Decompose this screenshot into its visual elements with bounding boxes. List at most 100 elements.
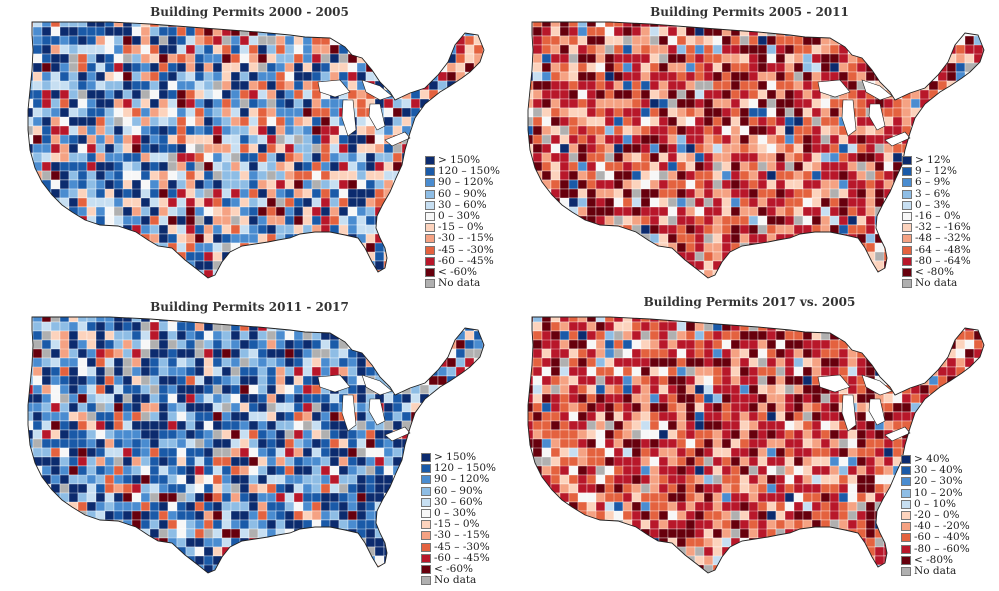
county-cell	[721, 242, 732, 253]
county-cell	[275, 339, 286, 350]
county-cell	[275, 447, 286, 458]
county-cell	[703, 429, 714, 440]
county-cell	[185, 429, 196, 440]
county-cell	[95, 107, 106, 118]
county-cell	[667, 80, 678, 91]
county-cell	[838, 456, 849, 467]
county-cell	[275, 465, 286, 476]
county-cell	[275, 53, 286, 64]
county-cell	[793, 411, 804, 422]
county-cell	[338, 492, 349, 503]
county-cell	[122, 161, 133, 172]
county-cell	[586, 22, 597, 28]
county-cell	[604, 71, 615, 82]
county-cell	[676, 330, 687, 341]
county-cell	[95, 456, 106, 467]
county-cell	[77, 357, 88, 368]
legend-entry: -48 – -32%	[902, 233, 971, 244]
county-cell	[703, 179, 714, 190]
county-cell	[631, 402, 642, 413]
county-cell	[374, 170, 385, 181]
county-cell	[532, 71, 543, 82]
county-cell	[775, 348, 786, 359]
county-cell	[703, 348, 714, 359]
county-cell	[374, 546, 385, 557]
county-cell	[59, 170, 70, 181]
county-cell	[230, 206, 241, 217]
county-cell	[757, 44, 768, 55]
county-cell	[131, 456, 142, 467]
county-cell	[865, 242, 876, 253]
county-cell	[176, 357, 187, 368]
county-cell	[667, 62, 678, 73]
county-cell	[559, 339, 570, 350]
county-cell	[775, 125, 786, 136]
county-cell	[820, 366, 831, 377]
county-cell	[856, 447, 867, 458]
county-cell	[649, 224, 660, 235]
county-cell	[712, 197, 723, 208]
county-cell	[302, 429, 313, 440]
county-cell	[775, 375, 786, 386]
county-cell	[185, 465, 196, 476]
legend-label: > 40%	[914, 453, 950, 466]
county-cell	[266, 438, 277, 449]
county-cell	[158, 393, 169, 404]
great-lake	[384, 426, 411, 442]
county-cell	[131, 197, 142, 208]
county-cell	[329, 465, 340, 476]
great-lake	[317, 374, 351, 393]
county-cell	[640, 89, 651, 100]
county-cell	[793, 375, 804, 386]
county-cell	[766, 44, 777, 55]
county-cell	[203, 420, 214, 431]
county-cell	[185, 161, 196, 172]
county-cell	[685, 98, 696, 109]
county-cell	[784, 53, 795, 64]
county-cell	[604, 161, 615, 172]
county-cell	[532, 393, 543, 404]
county-cell	[577, 321, 588, 332]
county-cell	[613, 134, 624, 145]
county-cell	[131, 71, 142, 82]
county-cell	[847, 161, 858, 172]
legend-label: 60 – 90%	[434, 484, 483, 497]
county-cell	[775, 474, 786, 485]
county-cell	[820, 107, 831, 118]
county-cell	[356, 161, 367, 172]
county-cell	[185, 330, 196, 341]
legend-entry: 10 – 20%	[901, 487, 970, 499]
county-cell	[685, 107, 696, 118]
county-cell	[122, 384, 133, 395]
county-cell	[649, 501, 660, 512]
county-cell	[586, 321, 597, 332]
county-cell	[640, 357, 651, 368]
county-cell	[284, 330, 295, 341]
county-cell	[820, 206, 831, 217]
county-cell	[266, 170, 277, 181]
county-cell	[131, 393, 142, 404]
county-cell	[275, 510, 286, 521]
county-cell	[212, 197, 223, 208]
county-cell	[550, 98, 561, 109]
county-cell	[113, 321, 124, 332]
county-cell	[239, 537, 250, 548]
county-cell	[95, 188, 106, 199]
county-cell	[86, 429, 97, 440]
county-cell	[104, 510, 115, 521]
legend-swatch	[425, 223, 435, 233]
county-cell	[559, 393, 570, 404]
county-cell	[248, 125, 259, 136]
county-cell	[311, 438, 322, 449]
county-cell	[667, 197, 678, 208]
county-cell	[131, 125, 142, 136]
county-cell	[293, 357, 304, 368]
county-cell	[59, 152, 70, 163]
county-cell	[757, 393, 768, 404]
county-cell	[721, 89, 732, 100]
county-cell	[604, 519, 615, 530]
county-cell	[275, 375, 286, 386]
county-cell	[248, 206, 259, 217]
county-cell	[266, 393, 277, 404]
county-cell	[221, 492, 232, 503]
